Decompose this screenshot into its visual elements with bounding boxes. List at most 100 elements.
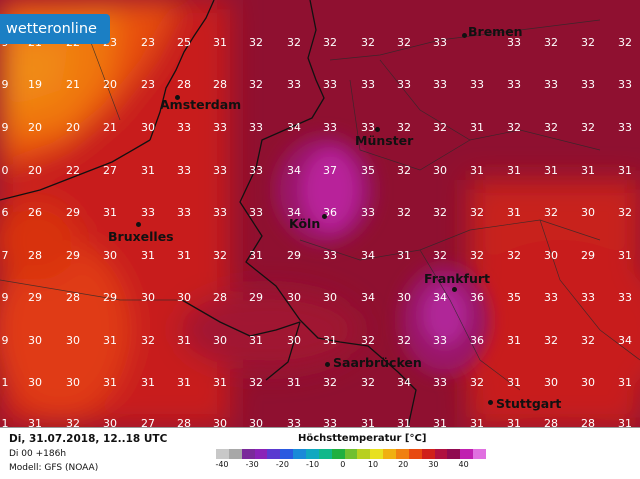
temperature-value: 32 bbox=[361, 376, 375, 389]
temperature-value: 1 bbox=[1, 417, 9, 428]
legend-tick-label: 30 bbox=[428, 460, 439, 469]
temperature-value: 31 bbox=[470, 121, 484, 134]
temperature-value: 33 bbox=[249, 164, 263, 177]
legend-swatch bbox=[434, 449, 448, 459]
city-label[interactable]: Münster bbox=[355, 133, 414, 148]
temperature-value: 30 bbox=[66, 334, 80, 347]
temperature-value: 33 bbox=[177, 206, 191, 219]
temperature-value: 7 bbox=[1, 249, 9, 262]
temperature-value: 31 bbox=[103, 206, 117, 219]
city-marker bbox=[325, 362, 330, 367]
temperature-value: 31 bbox=[141, 376, 155, 389]
temperature-value: 21 bbox=[103, 121, 117, 134]
temperature-value: 28 bbox=[544, 417, 558, 428]
temperature-value: 28 bbox=[28, 249, 42, 262]
legend-swatch bbox=[447, 449, 461, 459]
temperature-value: 30 bbox=[287, 334, 301, 347]
temperature-value: 30 bbox=[103, 417, 117, 428]
legend-tick-label: 40 bbox=[458, 460, 469, 469]
legend-tick-label: -10 bbox=[306, 460, 320, 469]
temperature-value: 30 bbox=[66, 376, 80, 389]
city-label[interactable]: Saarbrücken bbox=[333, 355, 422, 370]
temperature-value: 32 bbox=[287, 36, 301, 49]
temperature-value: 32 bbox=[470, 376, 484, 389]
temperature-value: 31 bbox=[470, 417, 484, 428]
city-label[interactable]: Stuttgart bbox=[496, 396, 562, 411]
temperature-value: 30 bbox=[544, 249, 558, 262]
temperature-value: 30 bbox=[249, 417, 263, 428]
legend-tick-label: 0 bbox=[340, 460, 346, 469]
temperature-value: 34 bbox=[433, 291, 447, 304]
temperature-value: 28 bbox=[581, 417, 595, 428]
temperature-value: 29 bbox=[249, 291, 263, 304]
temperature-value: 23 bbox=[141, 78, 155, 91]
temperature-value: 28 bbox=[177, 417, 191, 428]
wetteronline-logo[interactable]: wetteronline bbox=[0, 14, 110, 44]
temperature-value: 32 bbox=[544, 334, 558, 347]
temperature-value: 30 bbox=[581, 206, 595, 219]
temperature-value: 31 bbox=[618, 164, 632, 177]
temperature-value: 31 bbox=[618, 376, 632, 389]
city-marker bbox=[452, 287, 457, 292]
temperature-value: 32 bbox=[433, 206, 447, 219]
temperature-value: 31 bbox=[103, 376, 117, 389]
city-label[interactable]: Amsterdam bbox=[160, 97, 242, 112]
temperature-value: 31 bbox=[470, 164, 484, 177]
temperature-value: 9 bbox=[1, 291, 9, 304]
temperature-value: 31 bbox=[249, 249, 263, 262]
temperature-value: 33 bbox=[177, 164, 191, 177]
legend-swatch bbox=[254, 449, 268, 459]
temperature-value: 33 bbox=[361, 121, 375, 134]
legend-swatch bbox=[344, 449, 358, 459]
temperature-value: 33 bbox=[141, 206, 155, 219]
temperature-value: 32 bbox=[618, 36, 632, 49]
temperature-value: 33 bbox=[618, 291, 632, 304]
temperature-value: 28 bbox=[213, 78, 227, 91]
temperature-value: 34 bbox=[287, 206, 301, 219]
temperature-value: 31 bbox=[249, 334, 263, 347]
temperature-value: 33 bbox=[618, 78, 632, 91]
temperature-value: 33 bbox=[213, 121, 227, 134]
temperature-value: 36 bbox=[470, 291, 484, 304]
city-marker bbox=[175, 95, 180, 100]
temperature-value: 31 bbox=[103, 334, 117, 347]
city-label[interactable]: Frankfurt bbox=[424, 271, 491, 286]
temperature-value: 35 bbox=[507, 291, 521, 304]
temperature-value: 33 bbox=[249, 206, 263, 219]
temperature-value: 30 bbox=[28, 376, 42, 389]
city-marker bbox=[462, 33, 467, 38]
temperature-value: 33 bbox=[361, 78, 375, 91]
temperature-value: 31 bbox=[287, 376, 301, 389]
temperature-value: 33 bbox=[323, 78, 337, 91]
city-label[interactable]: Bruxelles bbox=[108, 229, 174, 244]
legend-swatch bbox=[473, 449, 487, 459]
temperature-value: 0 bbox=[1, 164, 9, 177]
temperature-value: 25 bbox=[177, 36, 191, 49]
temperature-value: 33 bbox=[433, 36, 447, 49]
city-label[interactable]: Köln bbox=[289, 216, 321, 231]
temperature-value: 31 bbox=[507, 164, 521, 177]
temperature-value: 33 bbox=[361, 206, 375, 219]
temperature-value: 33 bbox=[177, 121, 191, 134]
temperature-value: 32 bbox=[397, 121, 411, 134]
city-label[interactable]: Bremen bbox=[468, 24, 523, 39]
temperature-value: 33 bbox=[323, 249, 337, 262]
temperature-value: 30 bbox=[287, 291, 301, 304]
temperature-value: 32 bbox=[213, 249, 227, 262]
temperature-value: 29 bbox=[28, 291, 42, 304]
temperature-value: 31 bbox=[507, 376, 521, 389]
temperature-value: 9 bbox=[1, 121, 9, 134]
temperature-value: 30 bbox=[581, 376, 595, 389]
temperature-value: 19 bbox=[28, 78, 42, 91]
temperature-value: 33 bbox=[287, 78, 301, 91]
temperature-value: 32 bbox=[507, 121, 521, 134]
temperature-color-scale bbox=[216, 449, 487, 459]
temperature-value: 31 bbox=[323, 334, 337, 347]
temperature-value: 30 bbox=[103, 249, 117, 262]
legend-swatch bbox=[228, 449, 242, 459]
temperature-value: 34 bbox=[287, 164, 301, 177]
temperature-value: 32 bbox=[544, 206, 558, 219]
temperature-value: 33 bbox=[581, 291, 595, 304]
temperature-value: 32 bbox=[361, 334, 375, 347]
temperature-value: 31 bbox=[177, 249, 191, 262]
